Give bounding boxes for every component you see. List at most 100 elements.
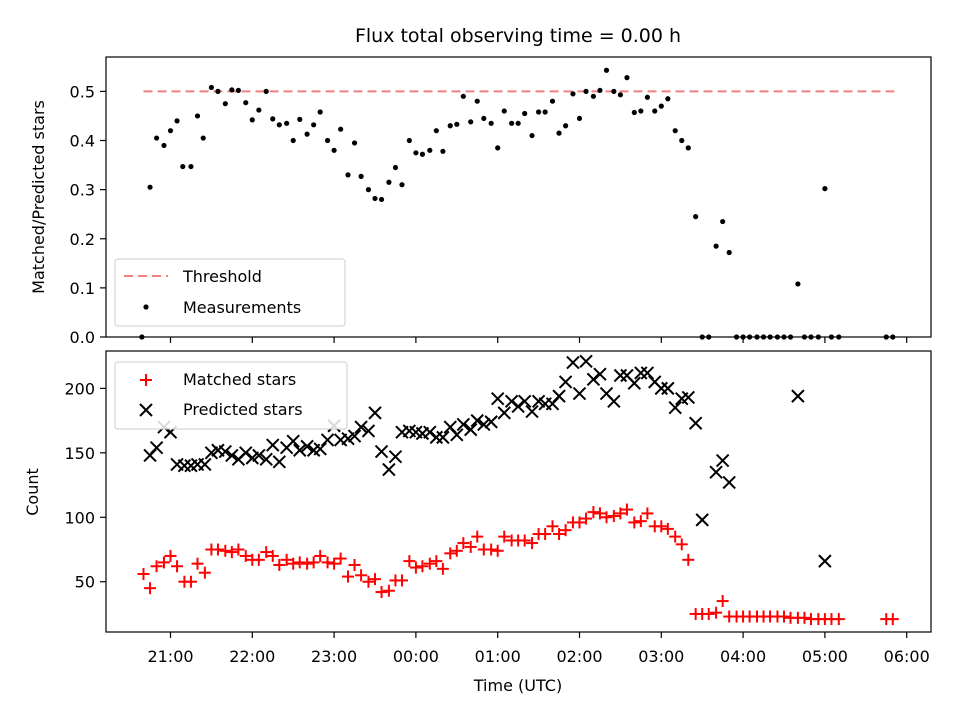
matched-point: [669, 530, 682, 543]
measurement-point: [583, 88, 589, 94]
matched-point: [682, 553, 695, 566]
predicted-point: [681, 390, 696, 405]
matched-point: [239, 549, 252, 562]
measurement-point: [433, 128, 439, 134]
measurement-point: [345, 172, 351, 178]
measurement-point: [351, 140, 358, 146]
measurement-point: [399, 182, 405, 188]
predicted-point: [525, 404, 539, 419]
measurement-point: [542, 109, 548, 115]
bottom-legend-box: [114, 361, 348, 430]
bottom-y-axis: 50 100 150 200: [64, 379, 106, 592]
measurement-point: [713, 243, 719, 249]
top-panel: 0.0 0.1 0.2 0.3 0.4 0.5 Matched/Predicted sta…: [29, 56, 932, 347]
measurement-point: [501, 108, 507, 114]
matched-point: [225, 546, 238, 559]
matched-point: [273, 558, 286, 571]
measurement-point: [215, 88, 221, 94]
matched-point: [342, 570, 355, 583]
matched-point: [886, 613, 899, 626]
measurement-point: [331, 147, 337, 153]
bottom-plot-frame: [105, 350, 932, 633]
measurement-point: [311, 122, 317, 128]
predicted-point: [259, 452, 273, 466]
matched-point: [553, 528, 566, 541]
matched-point: [710, 606, 723, 619]
matched-point: [436, 562, 449, 575]
predicted-point: [463, 422, 478, 437]
matched-point: [716, 595, 729, 608]
measurement-point: [167, 128, 174, 134]
legend-predicted-label: Predicted stars: [183, 400, 303, 419]
measurement-point: [468, 119, 474, 125]
matched-point: [444, 547, 457, 560]
measurement-point: [180, 163, 186, 170]
measurement-point: [515, 120, 521, 126]
top-legend-box: [114, 258, 346, 327]
matched-point: [403, 555, 416, 568]
measurement-point: [304, 131, 310, 137]
matched-point: [293, 556, 306, 569]
measurement-point: [290, 137, 296, 144]
matched-point: [382, 584, 395, 597]
x-tick-label: 05:00: [802, 647, 848, 666]
matched-point: [546, 520, 559, 533]
matched-point: [334, 552, 347, 565]
predicted-point: [613, 368, 628, 383]
measurement-point: [624, 75, 630, 81]
measurement-point: [378, 196, 385, 203]
measurement-point: [256, 107, 262, 113]
measurement-point: [222, 101, 228, 107]
matched-point: [375, 586, 388, 599]
measurement-point: [324, 137, 331, 144]
matched-point: [450, 544, 463, 557]
predicted-point: [572, 386, 587, 401]
matched-point: [280, 553, 293, 566]
measurement-point: [481, 115, 487, 122]
predicted-point: [661, 381, 675, 396]
bottom-x-axis: 21:00 22:00 23:00 00:00 01:00 02:00 03:00 04:00…: [147, 632, 930, 666]
predicted-point: [429, 430, 444, 445]
measurement-point: [153, 135, 160, 141]
predicted-point: [715, 453, 730, 468]
measurement-point: [386, 179, 392, 185]
matched-point: [395, 574, 408, 587]
measurement-point: [297, 116, 303, 122]
top-y-axis-label: Matched/Predicted stars: [29, 100, 48, 294]
matched-point: [191, 557, 204, 570]
matched-point: [211, 543, 224, 556]
matched-point: [573, 516, 586, 529]
measurement-point: [536, 109, 542, 115]
matched-point: [593, 507, 606, 520]
count-points: [137, 354, 899, 626]
bottom-panel: 50 100 150 200 21:00 22:00 23:00 00:00 01:00 02:…: [23, 350, 932, 695]
predicted-point: [149, 440, 164, 455]
predicted-point: [484, 415, 498, 429]
predicted-point: [374, 444, 389, 459]
predicted-point: [286, 434, 300, 448]
measurement-point: [658, 103, 664, 109]
y-tick-label: 0.0: [70, 328, 95, 347]
measurement-point: [488, 120, 494, 126]
measurement-point: [447, 123, 453, 129]
matched-point: [137, 567, 150, 580]
top-x-ticks: [169, 337, 908, 343]
matched-point: [287, 557, 300, 570]
measurement-point: [413, 150, 419, 156]
legend-matched-swatch: [140, 374, 152, 386]
predicted-point: [490, 391, 505, 406]
predicted-point: [368, 406, 382, 420]
matched-point: [620, 503, 633, 516]
matched-point: [307, 556, 320, 569]
measurement-point: [358, 173, 364, 179]
matched-point: [539, 528, 552, 541]
predicted-point: [198, 457, 212, 472]
matched-point: [464, 540, 477, 553]
matched-point: [301, 557, 314, 570]
matched-point: [314, 549, 327, 562]
predicted-point: [627, 376, 642, 390]
predicted-point: [313, 442, 327, 456]
measurement-point: [549, 98, 556, 104]
measurement-point: [603, 67, 610, 73]
x-tick-label: 23:00: [311, 647, 357, 666]
